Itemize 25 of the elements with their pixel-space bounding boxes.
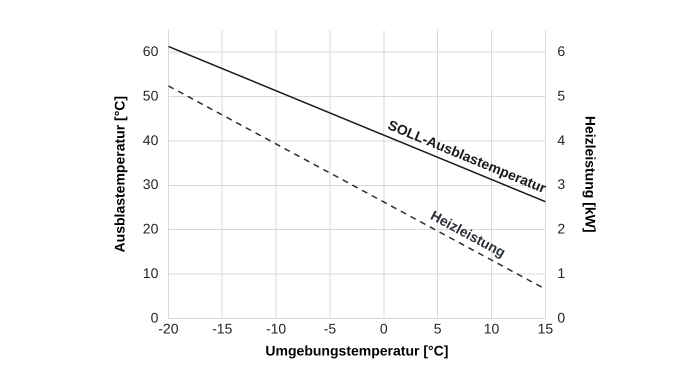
y-tick-label: 40	[142, 132, 159, 148]
y-tick-label: 20	[142, 220, 159, 237]
x-axis-title: Umgebungstemperatur [°C]	[265, 342, 448, 358]
y-tick-label: 30	[142, 176, 159, 192]
x-tick-label: 0	[380, 320, 388, 337]
x-tick-label: 15	[538, 320, 554, 337]
y2-tick-label: 0	[557, 309, 566, 326]
y2-tick-label: 1	[557, 264, 566, 281]
y2-axis-title: Heizleistung [kW]	[582, 116, 599, 233]
x-tick-label: -20	[158, 320, 179, 337]
y2-tick-label: 4	[557, 132, 566, 148]
y-tick-label: 60	[142, 43, 159, 60]
x-tick-label: -10	[266, 320, 286, 337]
y2-tick-label: 3	[557, 176, 566, 192]
y-tick-label: 50	[142, 87, 159, 104]
x-tick-label: 5	[434, 320, 442, 337]
y-axis-title: Ausblastemperatur [°C]	[111, 96, 128, 252]
y2-tick-label: 6	[557, 43, 566, 60]
y-tick-label: 10	[142, 264, 159, 281]
y2-tick-label: 2	[557, 220, 566, 237]
x-tick-label: 10	[484, 320, 500, 337]
y2-tick-label: 5	[557, 87, 566, 104]
x-tick-label: -15	[212, 320, 233, 337]
y-tick-label: 0	[150, 309, 159, 326]
x-tick-label: -5	[324, 320, 336, 337]
